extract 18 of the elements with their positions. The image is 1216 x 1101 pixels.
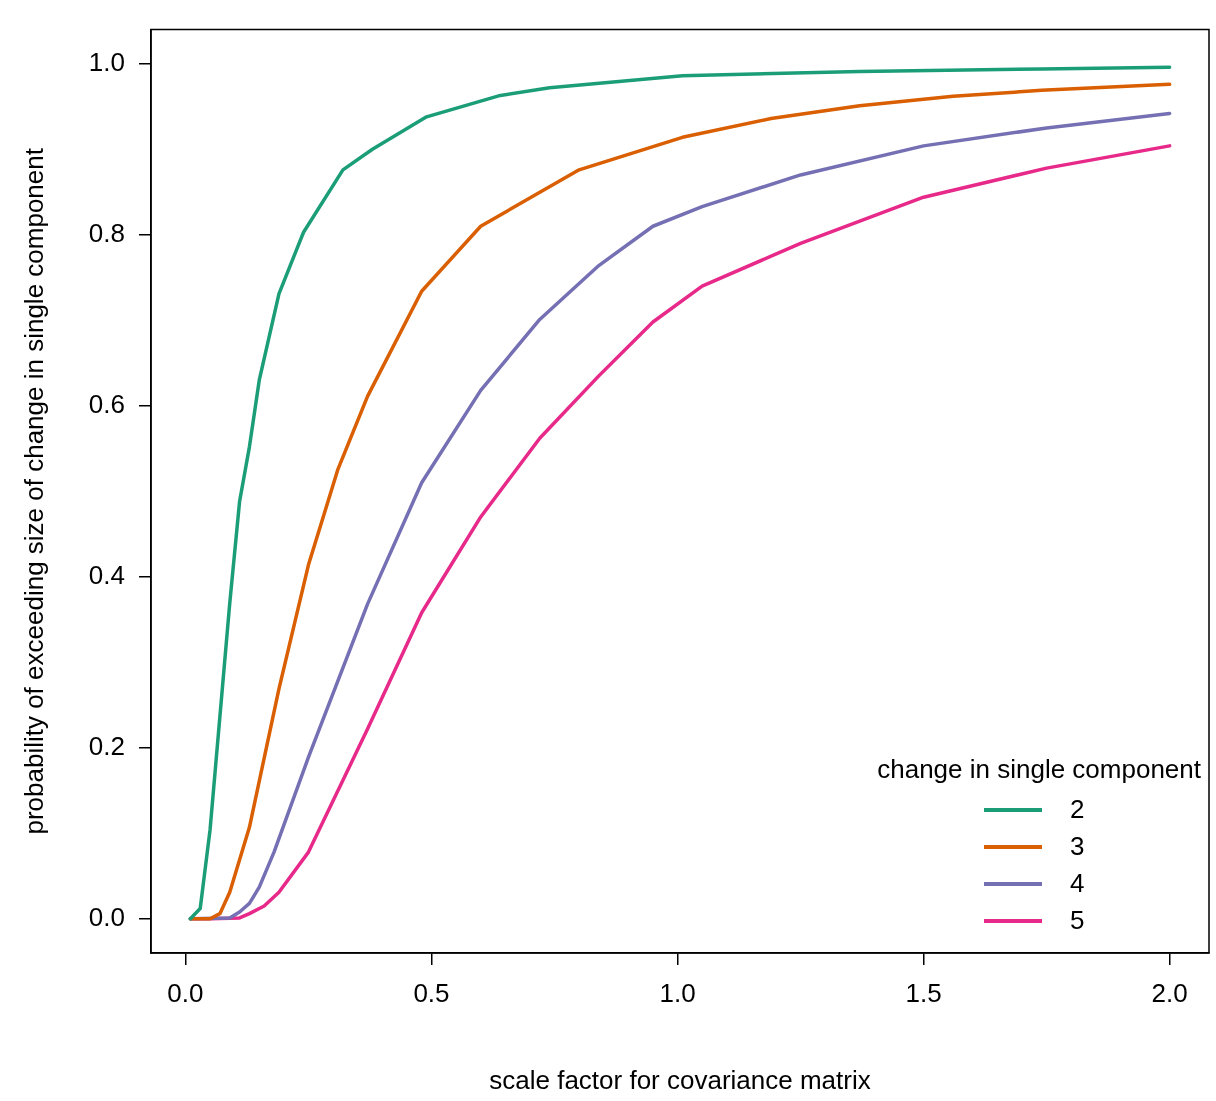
legend-label: 4 (1070, 868, 1086, 899)
x-tick-label: 2.0 (1151, 977, 1188, 1008)
y-tick-label: 0.6 (88, 388, 125, 419)
x-tick-label: 0.5 (413, 977, 450, 1008)
legend-title: change in single component (877, 754, 1201, 785)
x-axis-title: scale factor for covariance matrix (489, 1064, 871, 1095)
legend-label: 5 (1070, 905, 1086, 936)
y-tick-label: 0.0 (88, 901, 125, 932)
y-tick-label: 0.4 (88, 559, 125, 590)
y-tick-label: 1.0 (88, 46, 125, 77)
x-tick-label: 1.5 (905, 977, 942, 1008)
legend-label: 2 (1070, 794, 1086, 825)
y-tick-label: 0.2 (88, 730, 125, 761)
x-tick-label: 1.0 (659, 977, 696, 1008)
y-axis-title: probability of exceeding size of change in single component (18, 147, 49, 835)
y-tick-label: 0.8 (88, 217, 125, 248)
x-tick-label: 0.0 (167, 977, 204, 1008)
legend-label: 3 (1070, 831, 1086, 862)
